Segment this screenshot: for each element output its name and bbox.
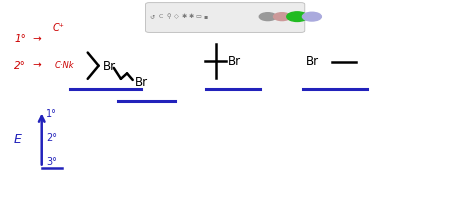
Text: ⚲: ⚲	[166, 14, 171, 19]
Text: 3°: 3°	[46, 157, 57, 168]
Circle shape	[273, 13, 291, 21]
Text: Br: Br	[103, 60, 117, 73]
Circle shape	[302, 12, 321, 21]
Circle shape	[259, 13, 276, 21]
Text: ▪: ▪	[203, 14, 207, 19]
Text: 1°: 1°	[46, 109, 57, 119]
Text: C: C	[159, 14, 164, 19]
Text: ▭: ▭	[195, 14, 201, 19]
Text: Br: Br	[306, 55, 319, 68]
Text: ✱: ✱	[181, 14, 187, 19]
Text: E: E	[14, 132, 22, 146]
Text: →: →	[32, 34, 41, 44]
Text: Br: Br	[135, 76, 148, 89]
Text: ✱: ✱	[188, 14, 194, 19]
Text: C·Nk: C·Nk	[55, 61, 74, 70]
Text: 2°: 2°	[46, 133, 57, 143]
Circle shape	[287, 12, 308, 21]
Text: →: →	[32, 61, 41, 71]
Text: 2°: 2°	[14, 61, 26, 71]
Text: ◇: ◇	[174, 14, 179, 19]
Text: 1°: 1°	[14, 34, 26, 44]
Text: Br: Br	[228, 55, 241, 68]
Text: C⁺: C⁺	[52, 23, 64, 34]
Text: ↺: ↺	[149, 14, 155, 19]
FancyBboxPatch shape	[146, 3, 305, 32]
